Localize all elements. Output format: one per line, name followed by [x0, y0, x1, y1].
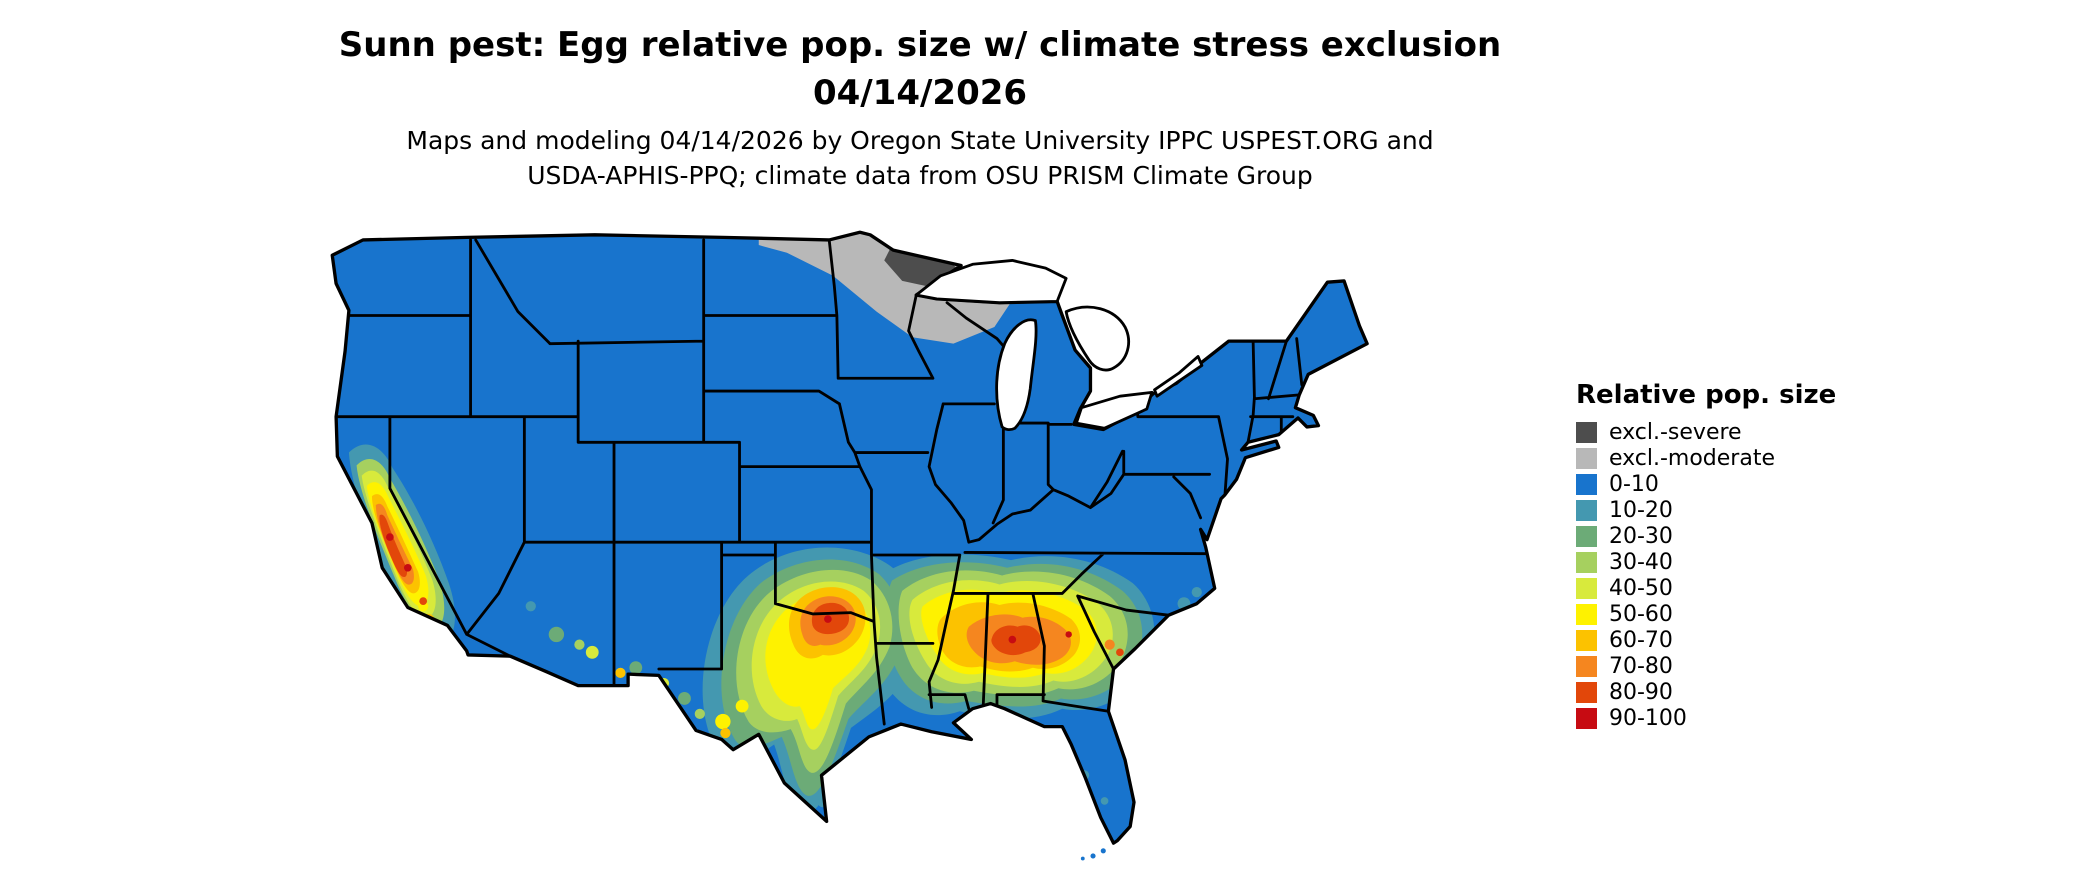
legend-swatch-60-70 [1576, 630, 1597, 651]
legend-item: 30-40 [1576, 550, 1906, 575]
legend-title: Relative pop. size [1576, 380, 1837, 410]
us-map [300, 222, 1530, 888]
legend-label: 90-100 [1609, 706, 1687, 731]
legend-item: 60-70 [1576, 628, 1906, 653]
lake-erie [1074, 390, 1154, 430]
legend-swatch-80-90 [1576, 682, 1597, 703]
legend-label: 20-30 [1609, 524, 1673, 549]
legend-item: 50-60 [1576, 602, 1906, 627]
legend-label: 0-10 [1609, 472, 1659, 497]
lake-ontario [1153, 355, 1204, 398]
legend-item: 10-20 [1576, 498, 1906, 523]
lake-huron [1064, 305, 1130, 372]
legend-label: excl.-severe [1609, 420, 1742, 445]
legend-swatch-0-10 [1576, 474, 1597, 495]
legend-item: 40-50 [1576, 576, 1906, 601]
legend-label: 80-90 [1609, 680, 1673, 705]
legend-item: 70-80 [1576, 654, 1906, 679]
legend: Relative pop. size excl.-severe excl.-mo… [1576, 380, 1906, 734]
legend-label: 60-70 [1609, 628, 1673, 653]
lake-superior [914, 259, 1068, 305]
page-title: Sunn pest: Egg relative pop. size w/ cli… [0, 22, 1840, 117]
legend-swatch-40-50 [1576, 578, 1597, 599]
legend-swatch-20-30 [1576, 526, 1597, 547]
legend-label: excl.-moderate [1609, 446, 1775, 471]
legend-swatch-90-100 [1576, 708, 1597, 729]
subtitle-line-2: USDA-APHIS-PPQ; climate data from OSU PR… [527, 160, 1313, 190]
legend-swatch-30-40 [1576, 552, 1597, 573]
lake-michigan [995, 318, 1038, 432]
legend-swatch-50-60 [1576, 604, 1597, 625]
legend-label: 30-40 [1609, 550, 1673, 575]
legend-label: 70-80 [1609, 654, 1673, 679]
legend-item: excl.-severe [1576, 420, 1906, 445]
legend-label: 50-60 [1609, 602, 1673, 627]
legend-label: 10-20 [1609, 498, 1673, 523]
legend-swatch-excl-moderate [1576, 448, 1597, 469]
legend-swatch-excl-severe [1576, 422, 1597, 443]
subtitle-line-1: Maps and modeling 04/14/2026 by Oregon S… [406, 126, 1434, 155]
florida-keys [1080, 848, 1106, 861]
title-line-1: Sunn pest: Egg relative pop. size w/ cli… [338, 25, 1502, 65]
legend-item: 90-100 [1576, 706, 1906, 731]
region-90-100 [386, 533, 1072, 644]
legend-item: 20-30 [1576, 524, 1906, 549]
legend-label: 40-50 [1609, 576, 1673, 601]
title-line-2: 04/14/2026 [812, 72, 1028, 113]
legend-item: 0-10 [1576, 472, 1906, 497]
us-map-svg [330, 230, 1369, 861]
attribution-subtitle: Maps and modeling 04/14/2026 by Oregon S… [0, 124, 1840, 193]
legend-item: 80-90 [1576, 680, 1906, 705]
legend-item: excl.-moderate [1576, 446, 1906, 471]
legend-swatch-10-20 [1576, 500, 1597, 521]
legend-swatch-70-80 [1576, 656, 1597, 677]
